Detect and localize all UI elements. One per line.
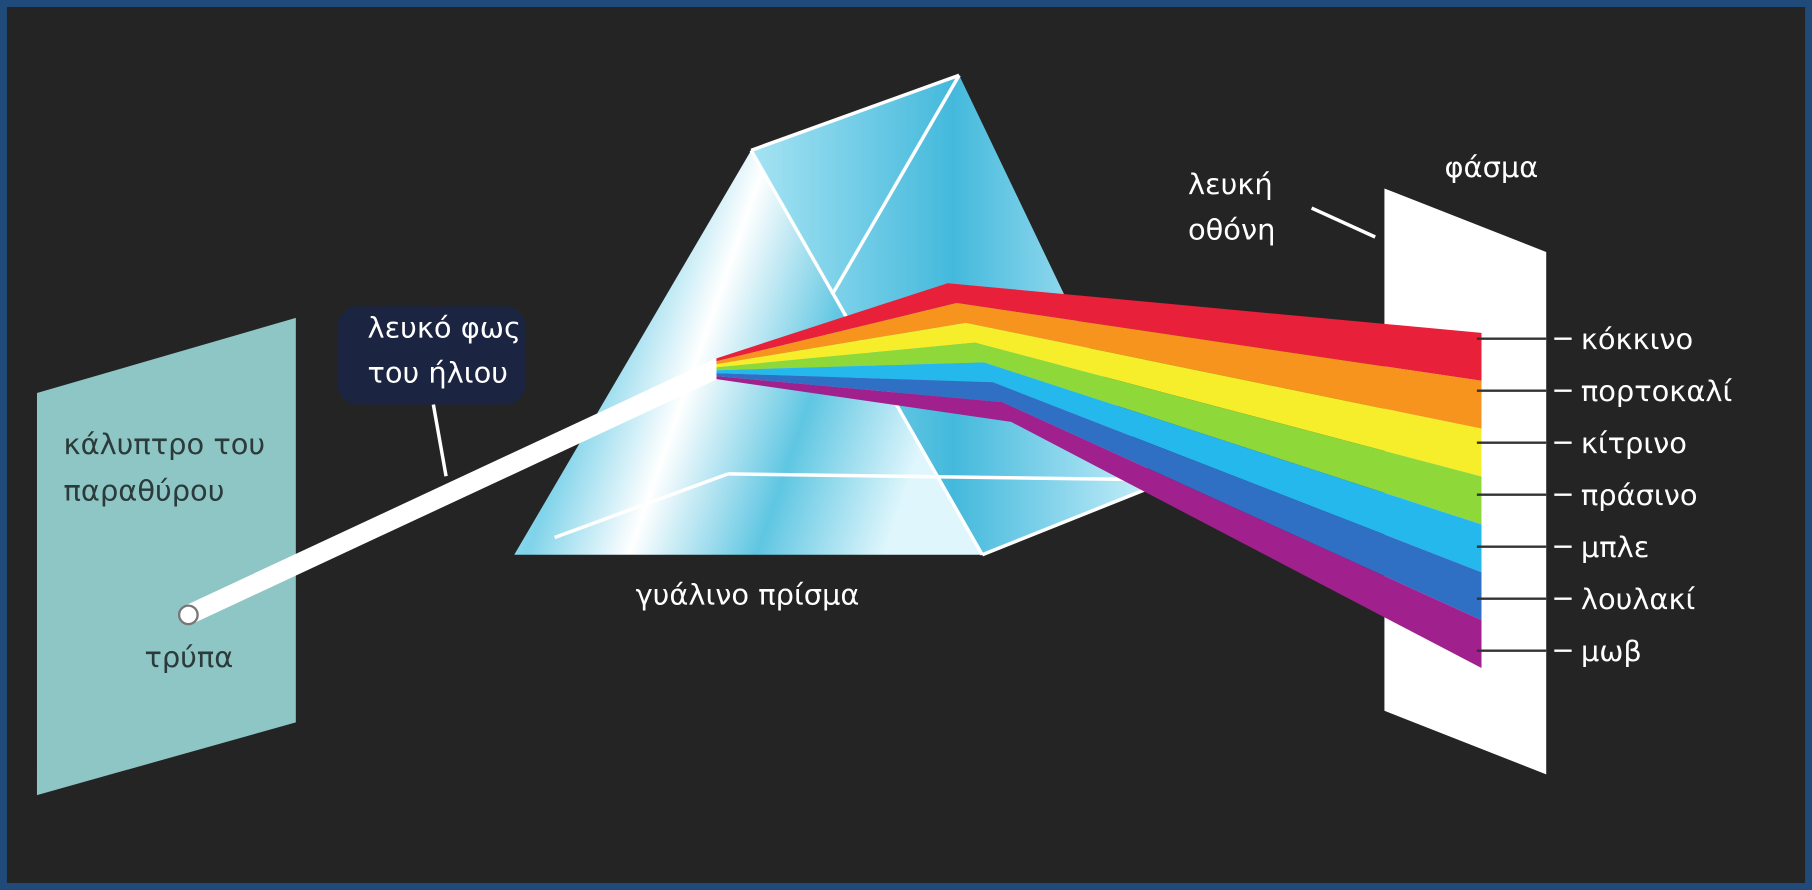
window-cover	[37, 318, 296, 795]
color-label: κίτρινο	[1581, 426, 1687, 460]
color-label: μπλε	[1581, 530, 1649, 564]
screen-label: λευκή	[1188, 167, 1273, 201]
prism-label: γυάλινο πρίσμα	[636, 577, 860, 611]
color-label: μωβ	[1581, 634, 1642, 668]
sunlight-label: του ήλιου	[367, 356, 507, 390]
hole-label: τρύπα	[144, 640, 233, 674]
color-label: πράσινο	[1581, 478, 1698, 512]
sunlight-label: λευκό φως	[367, 311, 520, 345]
hole	[179, 606, 197, 624]
page: {"labels": { "window_cover": ["κάλυπτρο …	[0, 0, 1812, 890]
spectrum-label: φάσμα	[1445, 150, 1539, 184]
color-label: πορτοκαλί	[1581, 374, 1733, 408]
color-label: κόκκινο	[1581, 322, 1693, 356]
window-cover-label: παραθύρου	[64, 473, 225, 507]
color-label: λουλακί	[1581, 582, 1696, 616]
screen-label: οθόνη	[1188, 212, 1275, 246]
prism-diagram: κάλυπτρο του παραθύρου τρύπα λευκό φως τ…	[0, 0, 1812, 890]
window-cover-label: κάλυπτρο του	[64, 427, 266, 461]
